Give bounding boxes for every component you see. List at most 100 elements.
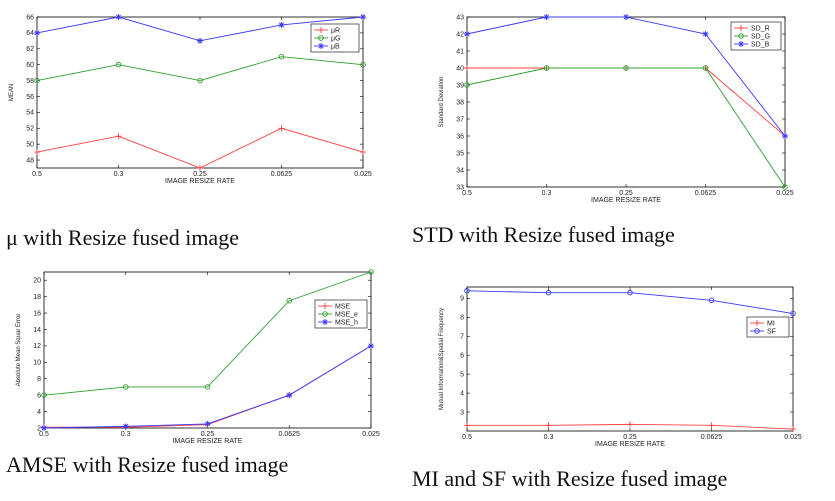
data-point — [464, 31, 470, 37]
data-point — [702, 65, 709, 71]
legend-label: μG — [331, 36, 340, 43]
data-point — [790, 426, 796, 433]
series-2 — [464, 288, 796, 317]
y-tick-label: 10 — [33, 360, 41, 367]
data-point — [115, 14, 122, 20]
data-point — [702, 31, 709, 37]
data-point — [115, 61, 122, 68]
legend-box — [746, 316, 790, 338]
y-tick-label: 48 — [26, 157, 34, 164]
data-point — [543, 65, 550, 71]
series-line — [466, 290, 794, 314]
x-tick-label: 0.025 — [362, 431, 380, 438]
data-point — [115, 133, 122, 140]
series-3 — [34, 14, 366, 44]
legend-marker — [322, 311, 328, 317]
data-point — [627, 421, 633, 428]
data-point — [464, 422, 470, 429]
y-tick-label: 16 — [33, 310, 41, 317]
y-tick-label: 4 — [460, 390, 464, 397]
x-tick-label: 0.025 — [354, 171, 372, 178]
data-point — [278, 125, 285, 132]
y-tick-label: 60 — [26, 62, 34, 69]
data-point — [782, 184, 788, 190]
data-point — [41, 425, 47, 431]
y-tick-label: 5 — [460, 371, 464, 378]
chart-mi-sf: 3 4 5 6 7 8 9 0.5 0.3 0.25 0.0625 0.025 IMAGE RESIZE… — [420, 272, 820, 452]
y-tick-label: 43 — [456, 14, 464, 21]
x-tick-label: 0.25 — [193, 171, 207, 178]
series-2 — [41, 269, 374, 398]
x-tick-label: 0.5 — [462, 190, 472, 197]
y-tick-label: 33 — [456, 184, 464, 191]
data-point — [627, 289, 633, 296]
legend-label: μR — [331, 28, 340, 35]
chart-mi-sf-svg: 3 4 5 6 7 8 9 0.5 0.3 0.25 0.0625 0.025 IMAGE RESIZE… — [439, 286, 802, 448]
chart-amse-svg: 2 4 6 8 10 12 14 16 18 20 0.5 0.3 0.25 0.0625 0.025 IMA… — [16, 269, 380, 445]
chart-std: 33 34 35 36 37 38 39 40 41 42 43 0.5 0.3 0.25 0.0625 0.… — [420, 0, 820, 210]
x-tick-label: 0.3 — [121, 431, 131, 438]
y-tick-label: 7 — [460, 334, 464, 341]
caption-std: STD with Resize fused image — [412, 222, 675, 247]
legend-label: SD_G — [751, 34, 770, 41]
legend-marker — [738, 41, 744, 47]
y-tick-label: 34 — [456, 167, 464, 174]
data-point — [782, 133, 788, 139]
y-tick-label: 35 — [456, 150, 464, 157]
legend-marker — [318, 43, 324, 49]
y-tick-label: 8 — [37, 376, 41, 383]
legend-label: MSE_e — [335, 312, 358, 319]
data-point — [204, 420, 211, 427]
chart-mean: 48 50 52 54 56 58 60 62 64 66 0.5 0.3 0.25 0.0625 0.02… — [0, 0, 400, 195]
y-tick-label: 12 — [33, 343, 41, 350]
data-point — [197, 165, 203, 171]
data-point — [34, 29, 40, 36]
legend-marker — [322, 303, 328, 309]
plot-frame — [466, 286, 794, 432]
chart-mean-svg: 48 50 52 54 56 58 60 62 64 66 0.5 0.3 0.25 0.0625 0.02… — [9, 14, 372, 185]
series-line — [466, 67, 786, 188]
data-point — [34, 149, 40, 156]
legend-marker — [318, 27, 324, 33]
x-tick-label: 0.0625 — [695, 190, 717, 197]
y-tick-label: 18 — [33, 294, 41, 301]
data-point — [360, 149, 366, 156]
x-tick-label: 0.0625 — [279, 431, 301, 438]
data-point — [545, 422, 552, 429]
legend-marker — [738, 33, 744, 39]
x-tick-label: 0.25 — [619, 190, 633, 197]
data-point — [464, 65, 470, 71]
x-tick-label: 0.5 — [39, 431, 49, 438]
x-tick-label: 0.0625 — [271, 171, 293, 178]
y-tick-label: 42 — [456, 31, 464, 38]
x-tick-label: 0.5 — [32, 171, 42, 178]
data-point — [286, 297, 293, 304]
data-point — [197, 37, 203, 44]
legend-marker — [754, 328, 760, 334]
y-tick-label: 38 — [456, 99, 464, 106]
y-axis-label: Standard Deviation — [439, 76, 445, 127]
legend-label: MSE_h — [335, 320, 358, 327]
y-tick-label: 54 — [26, 110, 34, 117]
series-1 — [34, 125, 366, 171]
series-2 — [464, 65, 788, 190]
data-point — [623, 65, 629, 71]
x-tick-label: 0.3 — [544, 434, 554, 441]
data-point — [360, 14, 366, 20]
data-point — [34, 77, 40, 84]
data-point — [278, 53, 285, 60]
data-point — [122, 384, 129, 390]
x-axis-label: IMAGE RESIZE RATE — [165, 178, 235, 185]
x-axis-label: IMAGE RESIZE RATE — [173, 438, 243, 445]
caption-mi-sf: MI and SF with Resize fused image — [412, 466, 728, 491]
y-tick-label: 20 — [33, 278, 41, 285]
y-tick-label: 64 — [26, 30, 34, 37]
data-point — [464, 82, 470, 88]
x-axis-label: IMAGE RESIZE RATE — [595, 441, 665, 448]
y-tick-label: 41 — [456, 48, 464, 55]
y-tick-label: 50 — [26, 141, 34, 148]
legend-marker — [318, 35, 324, 41]
